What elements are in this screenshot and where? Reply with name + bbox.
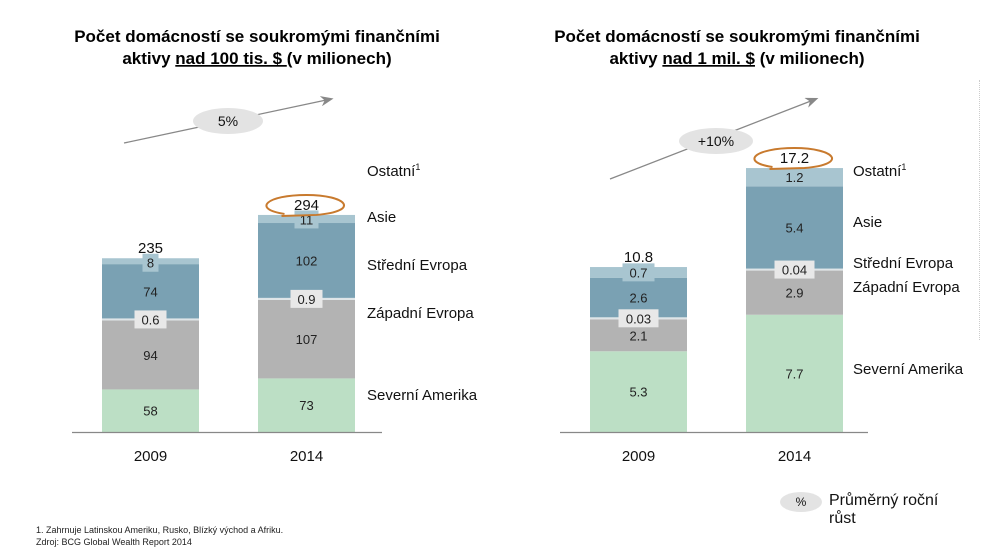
chart1-value-label-2014-0: 73 xyxy=(299,398,313,413)
chart1-value-label-2009-1: 94 xyxy=(143,348,157,363)
footnote-1: 1. Zahrnuje Latinskou Ameriku, Rusko, Bl… xyxy=(36,525,284,535)
chart1-value-label-2014-2: 0.9 xyxy=(297,292,315,307)
chart1-value-label-2009-3: 74 xyxy=(143,284,157,299)
chart2-value-label-2014-2: 0.04 xyxy=(782,263,807,278)
chart2-total-2009: 10.8 xyxy=(624,249,653,266)
chart2-label-box-2009-4 xyxy=(622,263,655,282)
chart2-value-label-2009-2: 0.03 xyxy=(626,311,651,326)
chart2-bar-2009-severni-amerika xyxy=(590,351,687,432)
chart2-category-2009: 2009 xyxy=(622,448,655,465)
chart1-legend-2: Střední Evropa xyxy=(367,257,468,274)
chart2-legend-2: Střední Evropa xyxy=(853,255,954,272)
chart2-legend-4: Ostatní1 xyxy=(853,162,906,180)
chart1-total-2009: 235 xyxy=(138,240,163,257)
chart2-value-label-2014-3: 5.4 xyxy=(785,220,803,235)
chart2-total-2014: 17.2 xyxy=(780,150,809,167)
chart2-bar-2014-ostatni xyxy=(746,168,843,187)
chart1-title-line2: aktivy nad 100 tis. $ (v milionech) xyxy=(122,49,391,68)
chart1-value-label-2014-1: 107 xyxy=(296,332,318,347)
chart1-bar-2009-zapadni-evropa xyxy=(102,320,199,390)
chart2-value-label-2009-3: 2.6 xyxy=(629,290,647,305)
chart2-title-line1: Počet domácností se soukromými finančním… xyxy=(554,27,920,46)
footnote-source: Zdroj: BCG Global Wealth Report 2014 xyxy=(36,537,192,547)
chart2-bar-2014-asie xyxy=(746,186,843,269)
growth-key-label: Průměrný roční růst xyxy=(829,492,939,527)
chart1-legend-1: Západní Evropa xyxy=(367,305,474,322)
chart2-value-label-2014-4: 1.2 xyxy=(785,170,803,185)
chart1-legend-0: Severní Amerika xyxy=(367,387,478,404)
chart2-title-line2: aktivy nad 1 mil. $ (v milionech) xyxy=(609,49,864,68)
edge-decoration xyxy=(979,80,982,340)
chart1-value-label-2009-0: 58 xyxy=(143,404,157,419)
chart1-bar-2009-severni-amerika xyxy=(102,389,199,432)
chart2-growth-label: +10% xyxy=(698,133,734,149)
chart2-value-label-2014-1: 2.9 xyxy=(785,286,803,301)
chart2-label-box-2009-2 xyxy=(618,309,659,328)
chart1-category-2014: 2014 xyxy=(290,448,323,465)
chart2-value-label-2009-0: 5.3 xyxy=(629,385,647,400)
chart2-label-box-2014-2 xyxy=(774,260,815,279)
chart1-bar-2014-severni-amerika xyxy=(258,378,355,432)
chart1-bar-2009-asie xyxy=(102,264,199,319)
chart1-legend-4: Ostatní1 xyxy=(367,162,420,180)
chart1-title-line1: Počet domácností se soukromými finančním… xyxy=(74,27,440,46)
chart1-growth-pill xyxy=(193,108,263,134)
chart1-growth-label: 5% xyxy=(218,113,238,129)
chart1-value-label-2009-2: 0.6 xyxy=(141,312,159,327)
chart1-bar-2014-asie xyxy=(258,223,355,298)
chart2-bar-2014-severni-amerika xyxy=(746,314,843,432)
chart1-value-label-2009-4: 8 xyxy=(147,256,154,271)
chart1-category-2009: 2009 xyxy=(134,448,167,465)
chart2-highlight-ring xyxy=(753,147,833,171)
chart2-value-label-2014-0: 7.7 xyxy=(785,366,803,381)
chart2-legend-3: Asie xyxy=(853,214,882,231)
chart1-value-label-2014-3: 102 xyxy=(296,253,318,268)
chart2-legend-0: Severní Amerika xyxy=(853,361,964,378)
chart2-value-label-2009-4: 0.7 xyxy=(629,265,647,280)
chart1-legend-3: Asie xyxy=(367,209,396,226)
chart1-label-box-2009-2 xyxy=(134,310,167,329)
chart2-legend-1: Západní Evropa xyxy=(853,279,960,296)
chart2-growth-pill xyxy=(679,128,753,154)
chart2-category-2014: 2014 xyxy=(778,448,811,465)
chart2-value-label-2009-1: 2.1 xyxy=(629,328,647,343)
chart1-label-box-2009-4 xyxy=(142,253,159,272)
chart1-label-box-2014-2 xyxy=(290,289,323,308)
chart1-highlight-ring xyxy=(265,193,345,217)
chart1-bar-2014-zapadni-evropa xyxy=(258,299,355,379)
chart1-total-2014: 294 xyxy=(294,197,319,214)
growth-key-symbol: % xyxy=(780,492,822,512)
